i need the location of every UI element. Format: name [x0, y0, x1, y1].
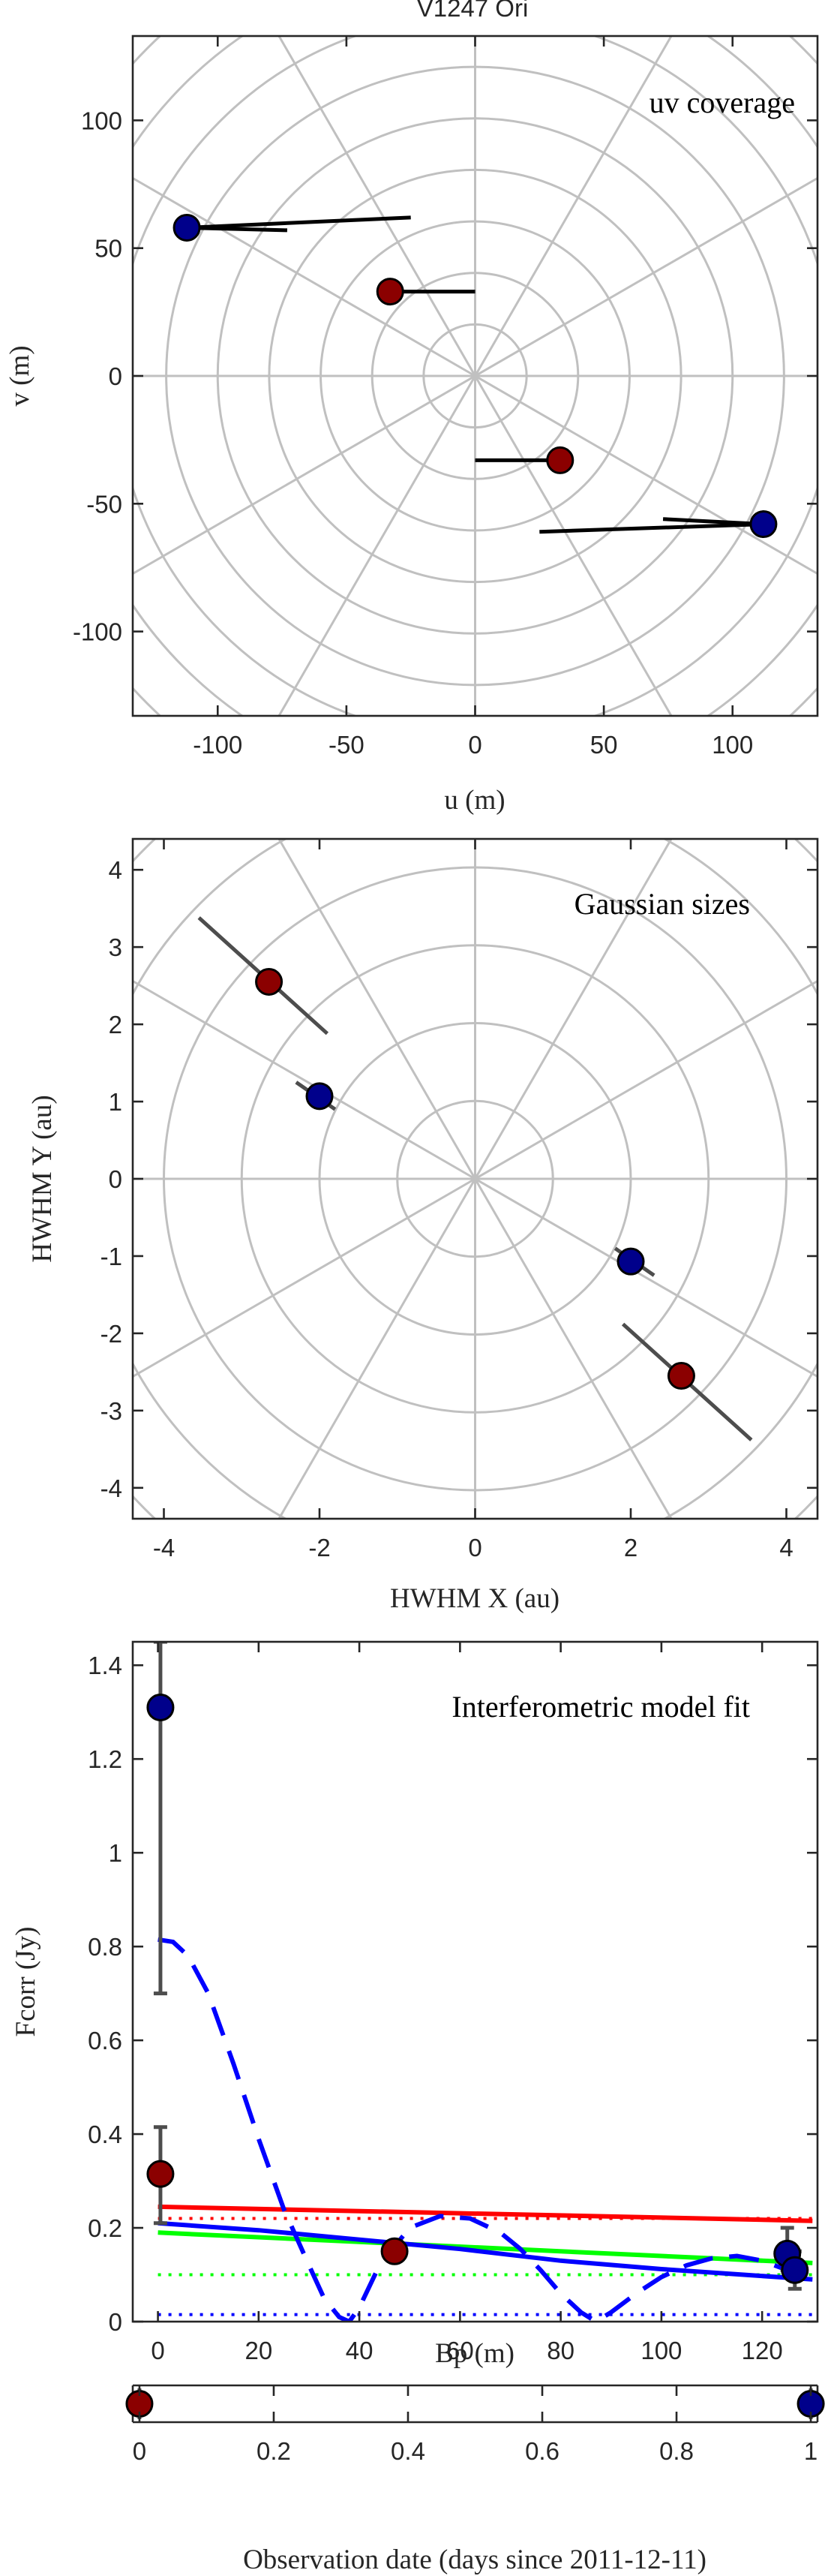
uv-x-tick-label: 0	[468, 731, 482, 759]
gaussian-x-tick-label: 0	[468, 1534, 482, 1562]
model-fit-y-axis-label: Fcorr (Jy)	[10, 1927, 41, 2037]
gaussian-y-axis-label: HWHM Y (au)	[27, 1095, 58, 1262]
fit-x-tick-label: 20	[244, 2337, 272, 2364]
uv-x-tick-label: -50	[328, 731, 364, 759]
polar-grid-spoke	[474, 1177, 818, 1378]
red-size-point	[255, 967, 284, 996]
gaussian-x-tick-label: -2	[308, 1534, 330, 1562]
polar-grid-spoke	[474, 375, 673, 716]
date-x-tick-label: 1	[804, 2437, 818, 2465]
polar-grid-spoke	[133, 1177, 476, 1378]
gaussian-y-tick-label: -3	[100, 1397, 122, 1425]
blue-flux-point	[146, 1693, 175, 1721]
fit-x-tick-label: 80	[547, 2337, 574, 2364]
date-x-tick-label: 0.6	[525, 2437, 560, 2465]
gaussian-y-tick-label: 4	[109, 856, 122, 884]
uv-y-axis-label: v (m)	[4, 345, 35, 406]
date-x-tick-label: 0.8	[659, 2437, 694, 2465]
polar-grid-spoke	[278, 375, 476, 716]
gaussian-x-tick-label: 4	[779, 1534, 793, 1562]
polar-grid-spoke	[474, 176, 818, 377]
uv-y-tick-label: 0	[109, 362, 122, 390]
uv-y-tick-label: -50	[86, 490, 122, 518]
uv-y-tick-label: 100	[81, 107, 122, 134]
uv-y-tick-label: 50	[94, 235, 122, 263]
blue-uv-point	[749, 510, 778, 539]
date-x-tick-label: 0	[133, 2437, 146, 2465]
gaussian-y-tick-label: 2	[109, 1011, 122, 1039]
polar-grid-spoke	[278, 36, 476, 377]
uv-y-tick-label: -100	[73, 618, 122, 646]
uv-track	[662, 517, 764, 527]
observation-date-axis-label: Observation date (days since 2011-12-11)	[243, 2544, 706, 2575]
model-fit-x-axis-label: Bp (m)	[435, 2338, 514, 2369]
uv-coverage-title: uv coverage	[650, 86, 795, 119]
red-flux-point	[380, 2237, 409, 2265]
gaussian-y-tick-label: -1	[100, 1243, 122, 1270]
red-uv-point	[376, 278, 404, 306]
polar-grid-spoke	[474, 839, 673, 1180]
gaussian-x-tick-label: 2	[624, 1534, 638, 1562]
uv-track	[539, 522, 764, 534]
fit-x-tick-label: 60	[446, 2337, 474, 2364]
gaussian-x-axis-label: HWHM X (au)	[390, 1583, 560, 1614]
polar-grid-spoke	[474, 374, 818, 576]
date-x-tick-label: 0.4	[391, 2437, 425, 2465]
uv-track	[187, 225, 288, 233]
fit-y-tick-label: 0.4	[88, 2121, 122, 2148]
uv-x-tick-label: -100	[193, 731, 242, 759]
blue-flux-point	[781, 2256, 809, 2284]
fit-y-tick-label: 0.2	[88, 2214, 122, 2242]
fit-y-tick-label: 0.6	[88, 2027, 122, 2054]
polar-grid-spoke	[474, 36, 673, 377]
polar-grid-spoke	[474, 979, 818, 1180]
uv-x-axis-label: u (m)	[444, 785, 505, 816]
gaussian-sizes-title: Gaussian sizes	[574, 887, 750, 921]
red-solid-model-line	[158, 2204, 813, 2223]
fit-y-tick-label: 1.4	[88, 1652, 122, 1679]
polar-grid-spoke	[278, 1178, 476, 1519]
gaussian-y-tick-label: 1	[109, 1088, 122, 1116]
uv-coverage-panel: -100 -50 0 50 100 -100 -50 0 50 100 uv coverage u…	[4, 35, 819, 816]
fit-x-tick-label: 120	[742, 2337, 783, 2364]
gaussian-y-tick-label: 0	[109, 1165, 122, 1193]
gaussian-y-tick-label: -2	[100, 1320, 122, 1348]
gaussian-y-tick-label: 3	[109, 933, 122, 961]
fit-y-tick-label: 1.2	[88, 1745, 122, 1773]
figure-title: V1247 Ori	[417, 0, 529, 22]
uv-track	[186, 215, 411, 230]
fit-y-tick-label: 1	[109, 1839, 122, 1867]
red-size-point	[667, 1362, 695, 1390]
blue-dashed-model-line	[158, 1937, 814, 2322]
gaussian-sizes-panel: -4 -2 0 2 4 -4 -3 -2 -1 0 1 2 3 4 Gaussian sizes HWHM…	[27, 837, 819, 1614]
gaussian-x-tick-label: -4	[153, 1534, 175, 1562]
polar-grid-spoke	[474, 1178, 673, 1519]
blue-size-point	[616, 1247, 645, 1276]
observation-date-panel: 0 0.2 0.4 0.6 0.8 1 Observation date (days si…	[125, 2384, 825, 2575]
fit-x-tick-label: 40	[346, 2337, 374, 2364]
green-solid-model-line	[158, 2230, 813, 2265]
fit-x-tick-label: 100	[640, 2337, 682, 2364]
polar-grid-spoke	[278, 839, 476, 1180]
blue-uv-point	[172, 213, 201, 242]
red-uv-point	[546, 446, 574, 474]
gaussian-y-tick-label: -4	[100, 1474, 122, 1502]
polar-grid-spoke	[133, 374, 476, 576]
blue-size-point	[305, 1082, 334, 1111]
blue-solid-model-line	[158, 2220, 813, 2282]
model-fit-panel: 0 20 40 60 80 100 120 0 0.2 0.4 0.6 0.8 1 1.2 1.4 Inte…	[10, 1640, 819, 2369]
fit-y-tick-label: 0.8	[88, 1933, 122, 1961]
red-flux-point	[146, 2160, 175, 2188]
polar-grid-spoke	[133, 979, 476, 1180]
polar-grid-circle	[133, 36, 818, 716]
fit-y-tick-label: 0	[109, 2308, 122, 2336]
uv-x-tick-label: 50	[590, 731, 618, 759]
model-fit-title: Interferometric model fit	[452, 1690, 750, 1724]
polar-grid-spoke	[133, 176, 476, 377]
date-x-tick-label: 0.2	[256, 2437, 291, 2465]
fit-x-tick-label: 0	[151, 2337, 164, 2364]
uv-x-tick-label: 100	[712, 731, 753, 759]
